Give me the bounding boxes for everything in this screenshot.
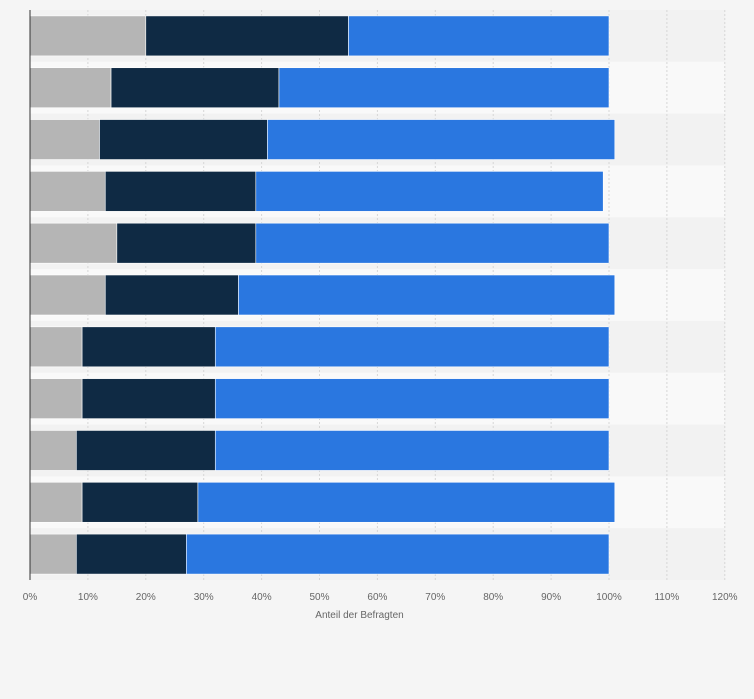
bar-segment bbox=[214, 326, 610, 368]
bar-segment bbox=[76, 430, 216, 471]
bar-segment bbox=[29, 222, 118, 264]
bar-segment bbox=[76, 533, 187, 575]
bar-segment bbox=[186, 533, 610, 575]
bars bbox=[29, 15, 616, 575]
bar-segment bbox=[81, 481, 199, 523]
x-tick-label: 70% bbox=[425, 592, 445, 603]
x-axis-title: Anteil der Befragten bbox=[315, 610, 403, 621]
x-tick-label: 30% bbox=[194, 592, 214, 603]
x-tick-label: 60% bbox=[367, 592, 387, 603]
bar-segment bbox=[29, 481, 83, 523]
bar-segment bbox=[29, 430, 77, 471]
bar-segment bbox=[29, 171, 106, 212]
bar-segment bbox=[197, 481, 616, 523]
x-tick-label: 50% bbox=[309, 592, 329, 603]
x-tick-label: 110% bbox=[654, 592, 679, 603]
bar-segment bbox=[29, 67, 112, 109]
bar-segment bbox=[116, 222, 257, 264]
bar-segment bbox=[104, 171, 257, 212]
bar-segment bbox=[81, 378, 216, 419]
bar-segment bbox=[29, 378, 83, 419]
x-tick-label: 40% bbox=[252, 592, 272, 603]
x-tick-label: 80% bbox=[483, 592, 503, 603]
bar-segment bbox=[29, 15, 147, 57]
bar-segment bbox=[255, 222, 610, 264]
bar-segment bbox=[29, 326, 83, 368]
bar-segment bbox=[29, 274, 106, 316]
bar-segment bbox=[348, 15, 610, 57]
bar-segment bbox=[267, 119, 616, 160]
bar-segment bbox=[99, 119, 268, 160]
bar-segment bbox=[104, 274, 239, 316]
bar-segment bbox=[110, 67, 280, 109]
bar-segment bbox=[255, 171, 604, 212]
bar-segment bbox=[29, 533, 77, 575]
x-tick-label: 100% bbox=[596, 592, 622, 603]
bar-segment bbox=[238, 274, 616, 316]
x-tick-labels: 0% 10% 20% 30% 40% 50% 60% 70% 80% 90% 100% 110% 120… bbox=[23, 592, 738, 603]
x-tick-label: 20% bbox=[136, 592, 156, 603]
x-tick-label: 90% bbox=[541, 592, 561, 603]
bar-segment bbox=[214, 430, 610, 471]
x-tick-label: 0% bbox=[23, 592, 38, 603]
x-tick-label: 10% bbox=[78, 592, 98, 603]
bar-segment bbox=[81, 326, 216, 368]
bar-segment bbox=[214, 378, 610, 419]
bar-segment bbox=[145, 15, 349, 57]
x-tick-label: 120% bbox=[712, 592, 738, 603]
bar-segment bbox=[278, 67, 610, 109]
bar-segment bbox=[29, 119, 100, 160]
